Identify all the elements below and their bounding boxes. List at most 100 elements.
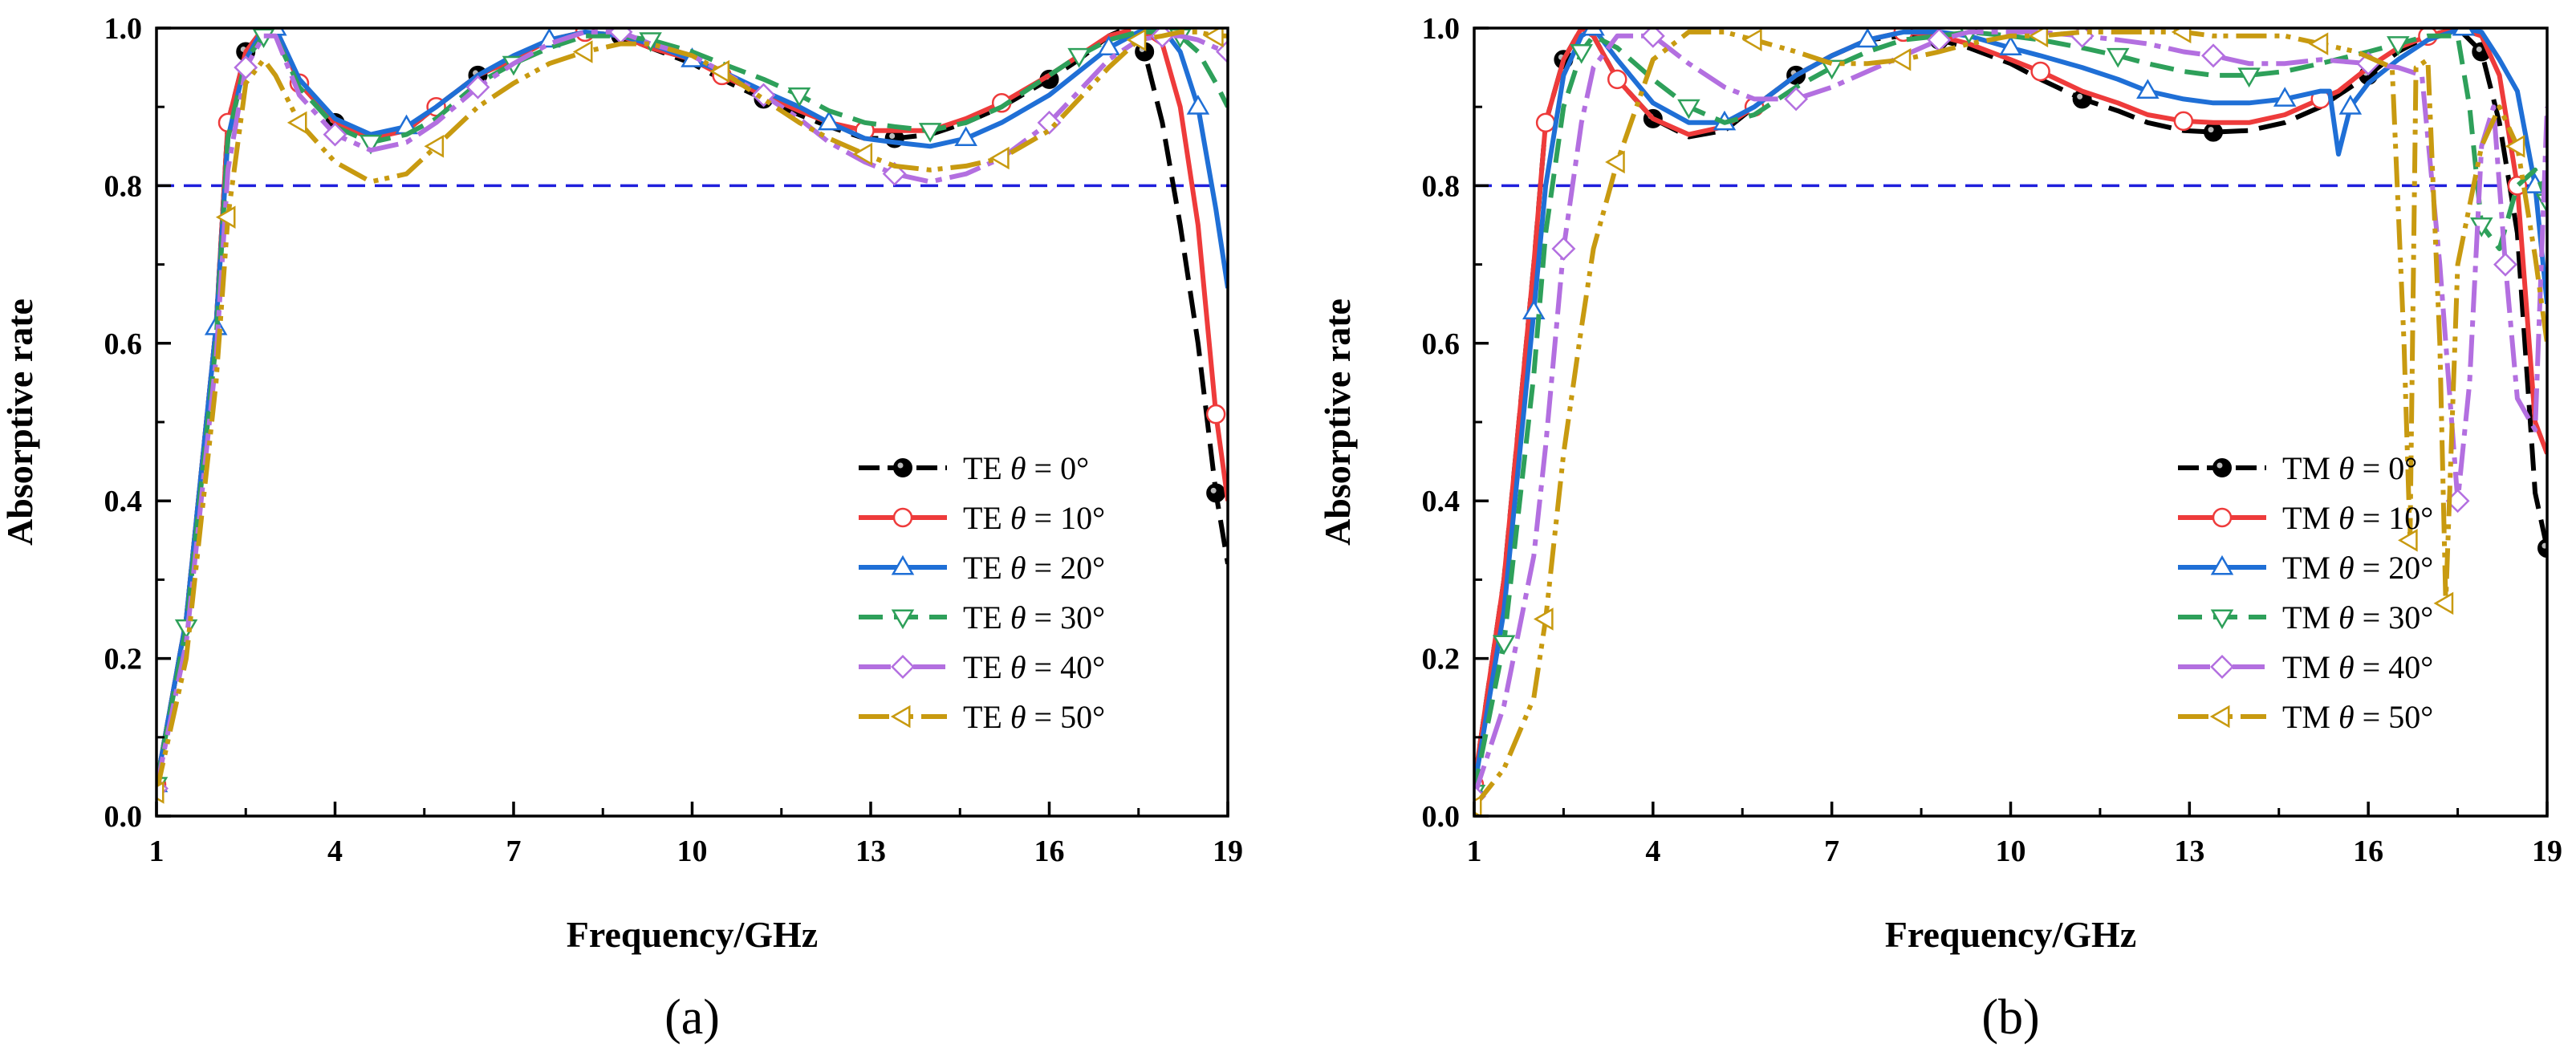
legend-label-1: TM θ = 10° bbox=[2282, 500, 2433, 536]
series-markers-3 bbox=[1474, 28, 2547, 805]
data-point-3-1 bbox=[1492, 635, 1516, 656]
y-tick-label: 0.4 bbox=[104, 485, 143, 518]
data-point-2-14 bbox=[1855, 28, 1879, 48]
legend-marker-0 bbox=[893, 458, 912, 477]
data-point-1-19 bbox=[2030, 61, 2050, 82]
series-line-5 bbox=[1474, 29, 2547, 809]
data-point-3-9 bbox=[359, 134, 383, 155]
x-tick-label: 7 bbox=[506, 835, 522, 868]
data-point-2-26 bbox=[954, 126, 977, 146]
data-point-1-7 bbox=[1607, 69, 1627, 90]
y-tick-label: 0.4 bbox=[1422, 485, 1461, 518]
data-point-5-7 bbox=[286, 111, 307, 135]
legend-label-1: TE θ = 10° bbox=[963, 500, 1105, 536]
y-tick-label: 0.6 bbox=[1422, 327, 1461, 361]
plot-frame bbox=[155, 26, 1229, 818]
legend-marker-5 bbox=[2209, 705, 2230, 729]
data-point-5-11 bbox=[1741, 28, 1762, 51]
legend-marker-1 bbox=[2212, 507, 2233, 528]
legend-label-4: TE θ = 40° bbox=[963, 649, 1105, 685]
y-tick-label: 0.2 bbox=[1422, 643, 1461, 676]
legend: TM θ = 0° TM θ = 10° TM θ = 20° TM θ = 30° T… bbox=[2178, 450, 2433, 735]
data-point-1-35 bbox=[1205, 404, 1226, 424]
data-point-2-30 bbox=[2338, 95, 2363, 115]
legend-label-5: TM θ = 50° bbox=[2282, 699, 2433, 735]
legend-label-0: TE θ = 0° bbox=[963, 450, 1089, 486]
data-point-0-24 bbox=[2204, 122, 2224, 142]
data-point-4-8 bbox=[323, 122, 347, 147]
data-point-2-26 bbox=[2273, 87, 2297, 107]
legend-marker-2 bbox=[2210, 554, 2234, 575]
data-point-4-24 bbox=[2201, 43, 2226, 68]
panel-label: (b) bbox=[1981, 990, 2039, 1045]
x-tick-label: 4 bbox=[1645, 835, 1660, 868]
data-point-4-12 bbox=[465, 75, 490, 100]
legend-marker-1 bbox=[892, 507, 913, 528]
data-point-0-36-highlight bbox=[1210, 487, 1217, 493]
x-axis-label: Frequency/GHz bbox=[1885, 914, 2136, 955]
data-point-5-35 bbox=[2433, 591, 2454, 615]
data-point-0-24-highlight bbox=[889, 132, 896, 139]
x-tick-label: 19 bbox=[2532, 835, 2562, 868]
data-point-4-8 bbox=[1640, 28, 1665, 48]
data-point-5-3 bbox=[1533, 607, 1554, 631]
data-point-3-5 bbox=[1570, 43, 1593, 64]
legend-label-3: TM θ = 30° bbox=[2282, 599, 2433, 636]
data-point-4-4 bbox=[234, 55, 258, 80]
data-point-5-19 bbox=[709, 59, 730, 83]
panel-b: 1 4 7 10 13 16 19 0.0 0.2 0.4 0.6 0.8 1.0 Frequency/G… bbox=[1317, 12, 2562, 1045]
x-tick-label: 10 bbox=[1996, 835, 2026, 868]
legend-marker-0 bbox=[2212, 458, 2232, 477]
y-axis-label: Absorptive rate bbox=[0, 299, 40, 546]
series-markers-5 bbox=[156, 28, 1224, 804]
plot-area bbox=[1474, 28, 2547, 816]
legend-marker-2 bbox=[891, 554, 915, 575]
data-point-5-31 bbox=[1126, 28, 1147, 51]
data-point-1-3 bbox=[1535, 112, 1556, 133]
x-tick-label: 16 bbox=[1034, 835, 1065, 868]
data-point-5-39 bbox=[2505, 135, 2525, 158]
panel-a: 1 4 7 10 13 16 19 0.0 0.2 0.4 0.6 0.8 1.0 Frequency/G… bbox=[0, 12, 1243, 1045]
data-point-5-0 bbox=[1474, 794, 1482, 816]
data-point-5-0 bbox=[156, 781, 165, 804]
data-point-5-7 bbox=[1605, 150, 1625, 174]
data-point-5-19 bbox=[2028, 28, 2049, 48]
data-point-5-15 bbox=[572, 40, 593, 63]
x-tick-label: 16 bbox=[2353, 835, 2383, 868]
data-point-3-29 bbox=[2387, 36, 2410, 56]
y-tick-label: 1.0 bbox=[1422, 12, 1461, 46]
data-point-2-22 bbox=[817, 110, 841, 131]
data-point-4-36 bbox=[2493, 252, 2517, 277]
data-point-5-31 bbox=[2398, 529, 2418, 552]
data-point-4-12 bbox=[1784, 87, 1809, 112]
series-markers-2 bbox=[1474, 28, 2547, 797]
data-point-3-25 bbox=[2237, 67, 2261, 88]
x-tick-label: 13 bbox=[855, 835, 886, 868]
data-point-5-27 bbox=[989, 146, 1010, 170]
data-point-5-11 bbox=[424, 135, 445, 158]
y-axis-label: Absorptive rate bbox=[1317, 299, 1358, 546]
x-tick-label: 13 bbox=[2174, 835, 2204, 868]
y-tick-label: 0.8 bbox=[1422, 169, 1461, 203]
legend-label-2: TM θ = 20° bbox=[2282, 550, 2433, 586]
data-point-5-35 bbox=[1204, 28, 1224, 48]
x-tick-label: 4 bbox=[327, 835, 343, 868]
data-point-3-25 bbox=[918, 123, 942, 143]
legend-label-3: TE θ = 30° bbox=[963, 599, 1105, 636]
data-point-3-29 bbox=[1067, 47, 1091, 68]
data-point-4-24 bbox=[882, 161, 907, 186]
series-markers-4 bbox=[1474, 28, 2517, 809]
series-line-3 bbox=[156, 29, 1228, 786]
data-point-0-24-highlight bbox=[2208, 127, 2214, 133]
y-tick-label: 1.0 bbox=[104, 12, 143, 46]
data-point-2-6 bbox=[1582, 28, 1605, 36]
data-point-5-23 bbox=[2171, 28, 2192, 44]
data-point-5-15 bbox=[1891, 48, 1912, 71]
legend-label-5: TE θ = 50° bbox=[963, 699, 1105, 735]
legend-label-0: TM θ = 0° bbox=[2282, 450, 2417, 486]
data-point-0-20-highlight bbox=[2077, 93, 2083, 100]
legend-label-2: TE θ = 20° bbox=[963, 550, 1105, 586]
data-point-5-3 bbox=[215, 205, 236, 229]
data-point-2-22 bbox=[2136, 79, 2160, 100]
